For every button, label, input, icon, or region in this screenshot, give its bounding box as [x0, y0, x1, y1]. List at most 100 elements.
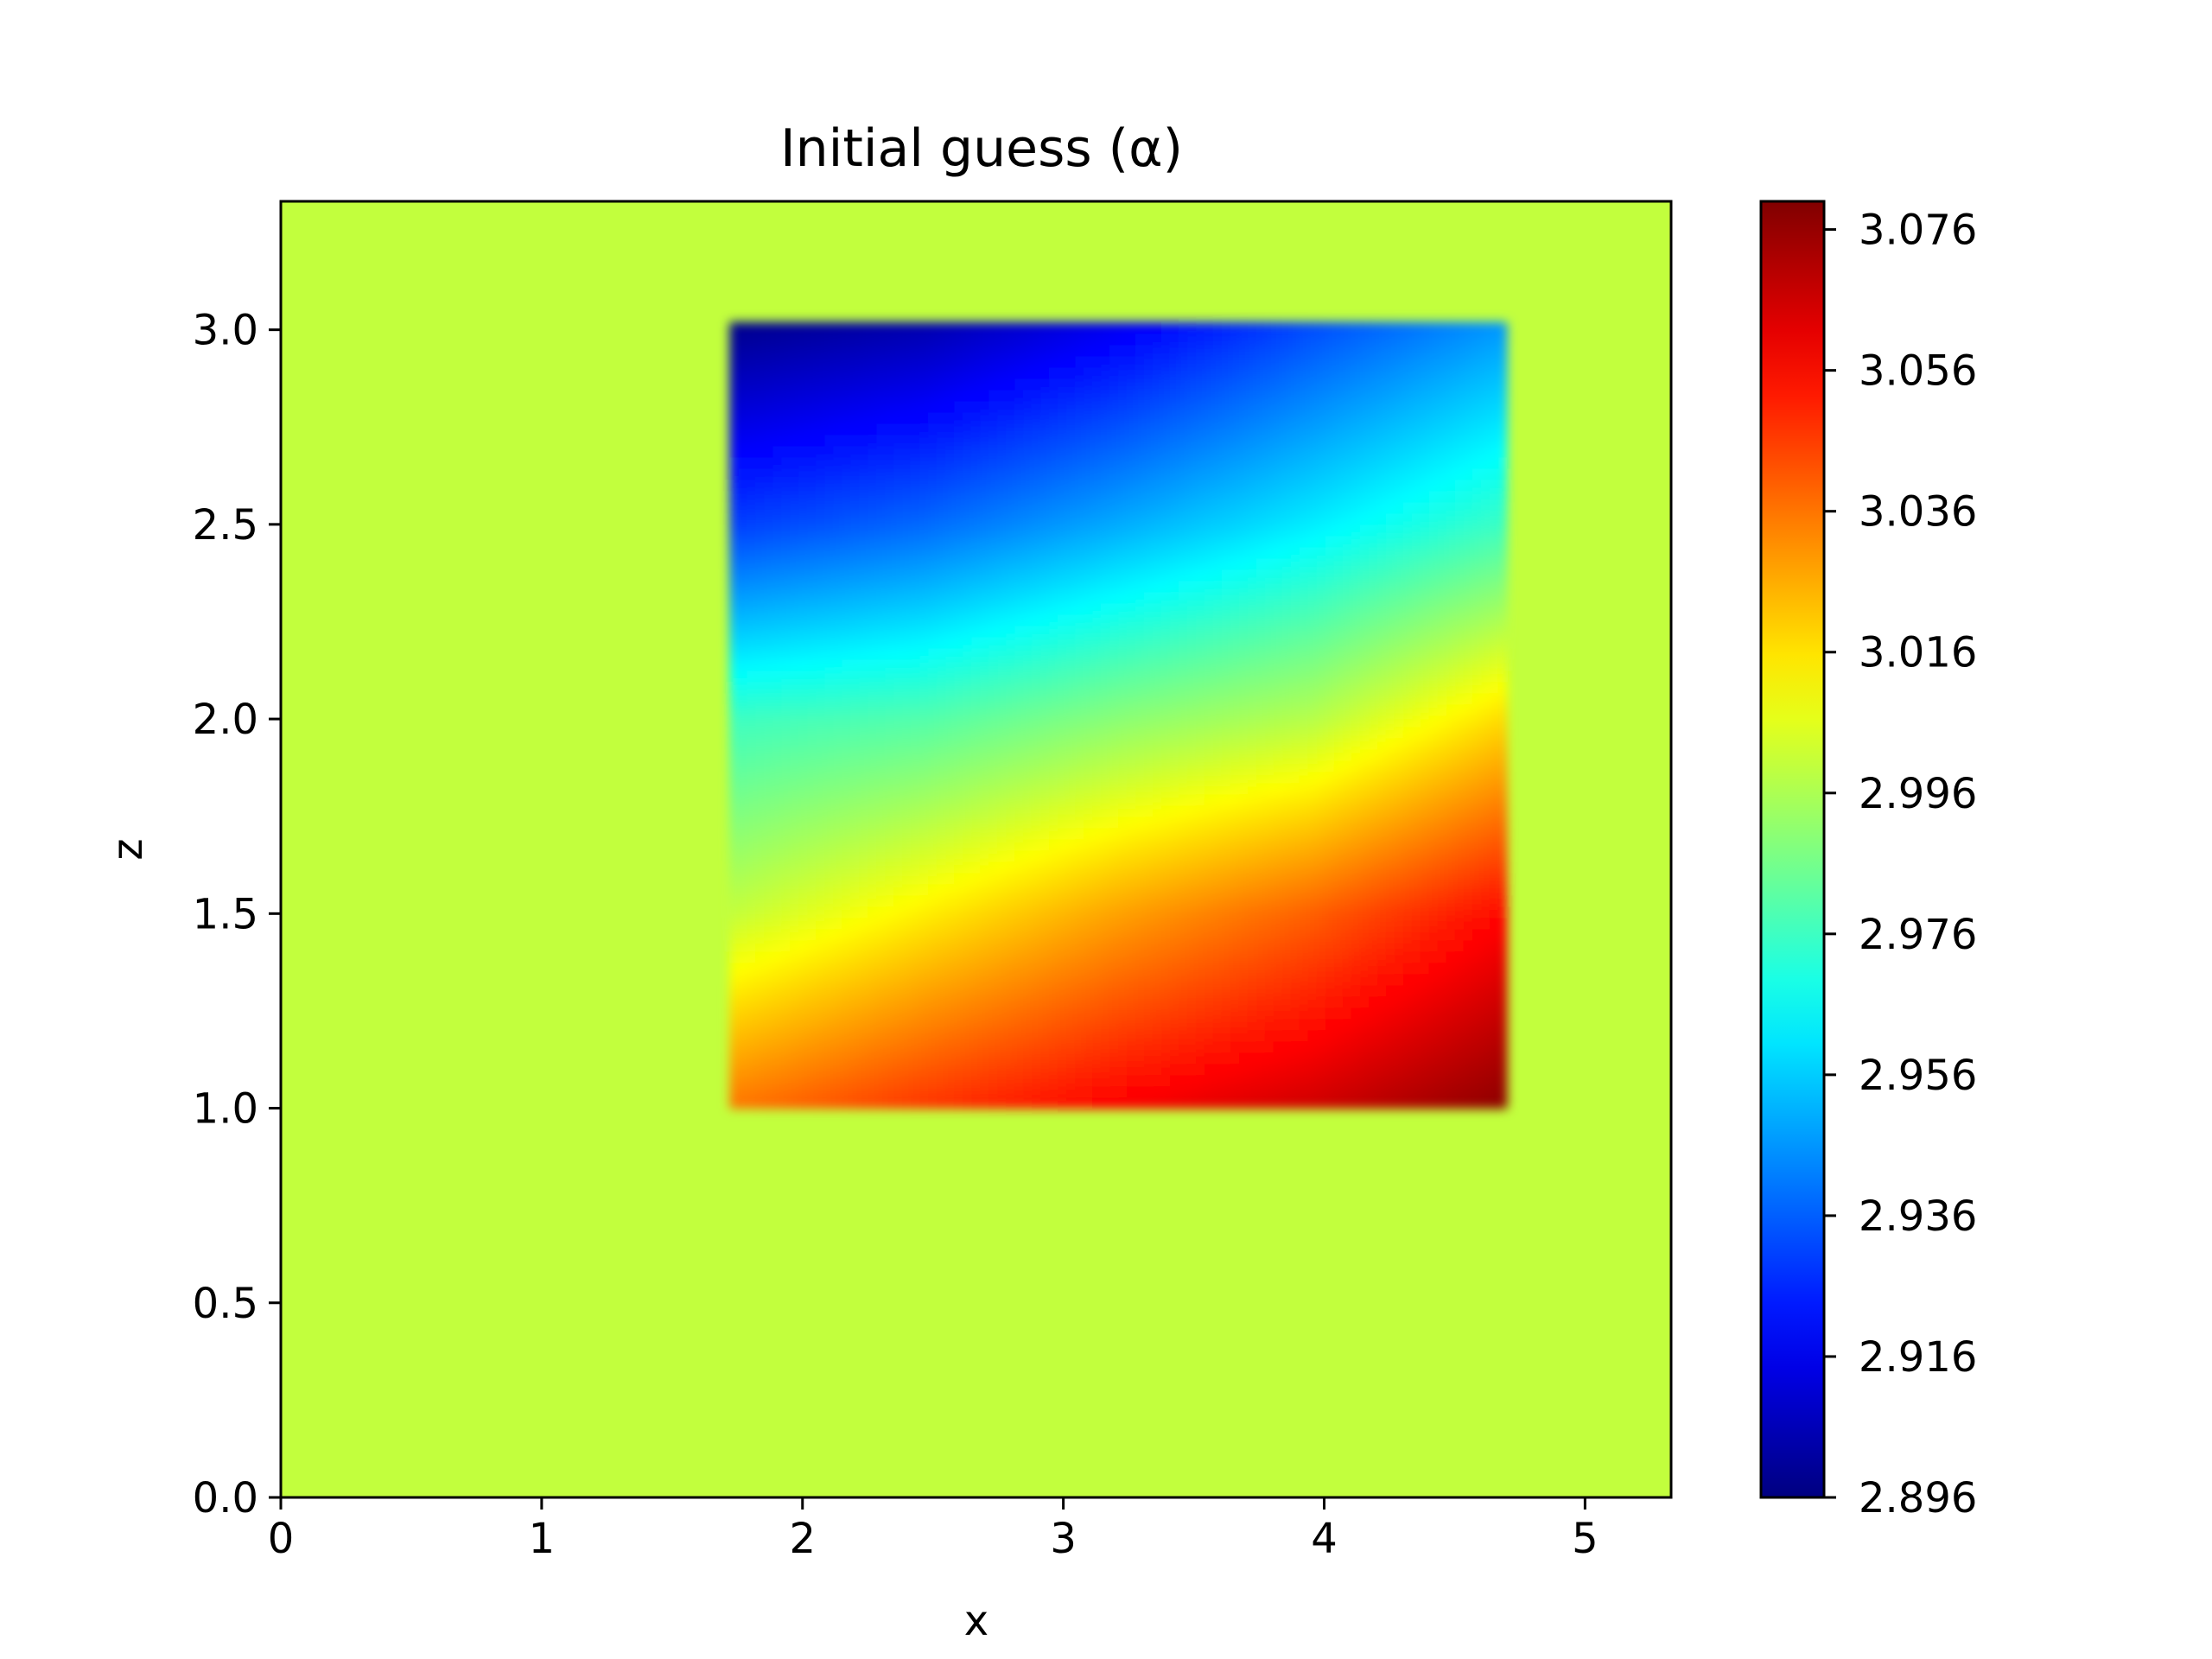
heatmap-cell: [971, 726, 981, 739]
heatmap-cell: [1497, 715, 1508, 728]
heatmap-cell: [833, 928, 842, 941]
heatmap-cell: [1489, 894, 1499, 907]
heatmap-cell: [755, 737, 766, 750]
heatmap-cell: [902, 726, 912, 739]
heatmap-cell: [1359, 681, 1370, 694]
heatmap-cell: [1446, 670, 1456, 683]
heatmap-cell: [1394, 1018, 1404, 1031]
heatmap-cell: [1437, 973, 1447, 986]
heatmap-cell: [807, 793, 817, 806]
heatmap-cell: [1385, 726, 1395, 739]
heatmap-cell: [1325, 1052, 1335, 1065]
heatmap-cell: [1109, 512, 1119, 525]
heatmap-cell: [1135, 703, 1145, 716]
heatmap-cell: [772, 793, 782, 806]
heatmap-cell: [1066, 849, 1076, 862]
heatmap-cell: [747, 557, 757, 570]
heatmap-cell: [893, 580, 903, 593]
heatmap-cell: [1497, 490, 1508, 503]
heatmap-cell: [1023, 917, 1033, 930]
heatmap-cell: [885, 501, 894, 514]
heatmap-cell: [1342, 793, 1352, 806]
heatmap-cell: [919, 580, 929, 593]
heatmap-cell: [963, 1096, 972, 1109]
heatmap-cell: [1186, 760, 1197, 772]
heatmap-cell: [798, 490, 808, 503]
heatmap-cell: [1032, 883, 1041, 896]
heatmap-cell: [781, 849, 791, 862]
heatmap-cell: [833, 827, 842, 840]
heatmap-cell: [868, 726, 877, 739]
heatmap-cell: [1290, 726, 1300, 739]
heatmap-cell: [997, 591, 1007, 604]
heatmap-cell: [1471, 1074, 1482, 1087]
heatmap-cell: [816, 816, 825, 829]
heatmap-cell: [842, 737, 851, 750]
heatmap-cell: [945, 894, 955, 907]
heatmap-cell: [1480, 950, 1491, 963]
heatmap-cell: [980, 569, 989, 582]
heatmap-cell: [833, 535, 842, 548]
heatmap-cell: [1325, 625, 1335, 638]
heatmap-cell: [1014, 995, 1024, 1008]
heatmap-cell: [954, 917, 963, 930]
heatmap-cell: [971, 1007, 981, 1020]
heatmap-cell: [798, 1040, 808, 1053]
heatmap-cell: [980, 580, 989, 593]
heatmap-cell: [1385, 1029, 1395, 1042]
heatmap-cell: [937, 939, 946, 952]
heatmap-cell: [937, 1007, 946, 1020]
heatmap-cell: [1058, 962, 1067, 975]
heatmap-cell: [833, 917, 842, 930]
heatmap-cell: [1402, 625, 1413, 638]
heatmap-cell: [764, 1007, 774, 1020]
heatmap-cell: [1135, 692, 1145, 705]
heatmap-cell: [937, 1052, 946, 1065]
heatmap-cell: [816, 658, 825, 671]
heatmap-cell: [1402, 546, 1413, 559]
heatmap-cell: [1368, 1074, 1378, 1087]
heatmap-cell: [850, 894, 860, 907]
heatmap-cell: [798, 625, 808, 638]
heatmap-cell: [945, 838, 955, 851]
heatmap-cell: [747, 872, 757, 885]
heatmap-cell: [1118, 625, 1128, 638]
heatmap-cell: [1394, 939, 1404, 952]
heatmap-cell: [1255, 962, 1266, 975]
heatmap-cell: [1006, 950, 1015, 963]
heatmap-cell: [963, 760, 972, 772]
heatmap-cell: [1463, 490, 1473, 503]
heatmap-cell: [1333, 973, 1344, 986]
heatmap-cell: [1049, 625, 1058, 638]
heatmap-cell: [1023, 591, 1033, 604]
heatmap-cell: [1359, 1029, 1370, 1042]
heatmap-cell: [1170, 939, 1179, 952]
heatmap-cell: [1446, 782, 1456, 795]
heatmap-cell: [885, 849, 894, 862]
heatmap-cell: [1084, 692, 1093, 705]
heatmap-cell: [1040, 1063, 1050, 1076]
heatmap-cell: [850, 861, 860, 874]
heatmap-cell: [772, 647, 782, 660]
heatmap-cell: [971, 861, 981, 874]
heatmap-cell: [1359, 501, 1370, 514]
heatmap-cell: [1376, 1029, 1387, 1042]
heatmap-cell: [954, 501, 963, 514]
heatmap-cell: [1247, 569, 1257, 582]
heatmap-cell: [1118, 748, 1128, 761]
heatmap-cell: [1066, 793, 1076, 806]
heatmap-cell: [1101, 1063, 1110, 1076]
heatmap-cell: [1212, 984, 1223, 997]
heatmap-cell: [937, 625, 946, 638]
heatmap-cell: [1058, 647, 1067, 660]
heatmap-cell: [842, 569, 851, 582]
heatmap-cell: [1023, 804, 1033, 817]
heatmap-cell: [1307, 1007, 1318, 1020]
heatmap-cell: [1066, 917, 1076, 930]
heatmap-cell: [1376, 950, 1387, 963]
heatmap-cell: [1153, 984, 1162, 997]
heatmap-cell: [1101, 1029, 1110, 1042]
heatmap-cell: [1092, 726, 1102, 739]
heatmap-cell: [911, 625, 920, 638]
heatmap-cell: [1092, 636, 1102, 649]
